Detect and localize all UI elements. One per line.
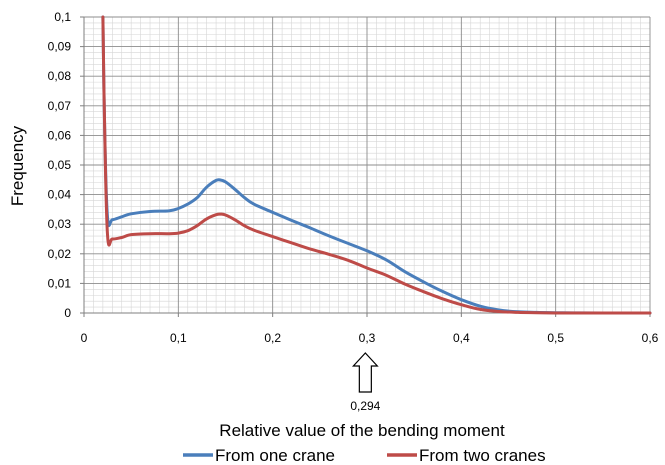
y-tick-label: 0,08 [48,69,72,83]
x-tick-label: 0,4 [453,331,470,345]
y-tick-label: 0,01 [48,276,72,290]
legend-label-two-cranes: From two cranes [419,446,546,465]
y-tick-label: 0,03 [48,217,72,231]
x-tick-label: 0,2 [264,331,281,345]
x-tick-labels: 0 0,1 0,2 0,3 0,4 0,5 0,6 [81,313,659,345]
legend: From one crane From two cranes [183,446,546,465]
y-tick-label: 0,05 [48,158,72,172]
y-tick-label: 0,1 [54,10,71,24]
x-tick-label: 0,6 [642,331,659,345]
y-tick-labels: 0 0,01 0,02 0,03 0,04 0,05 0,06 0,07 0,08 0,09 0,1 [48,10,84,320]
y-axis-title: Frequency [8,125,27,206]
x-tick-label: 0,5 [547,331,564,345]
y-tick-label: 0,07 [48,99,72,113]
annotation-label: 0,294 [350,399,380,413]
x-tick-label: 0 [81,331,88,345]
y-tick-label: 0,04 [48,188,72,202]
legend-label-one-crane: From one crane [215,446,335,465]
y-tick-label: 0,06 [48,128,72,142]
x-tick-label: 0,1 [170,331,187,345]
annotation-arrow: 0,294 [350,352,381,413]
series-line-two-cranes [101,15,652,315]
y-tick-label: 0,09 [48,40,72,54]
x-tick-label: 0,3 [359,331,376,345]
major-grid [84,16,651,313]
up-arrow-icon [351,352,379,393]
x-axis-title: Relative value of the bending moment [219,421,505,440]
y-tick-label: 0,02 [48,247,72,261]
series-layer [101,15,652,315]
y-tick-label: 0 [64,306,71,320]
